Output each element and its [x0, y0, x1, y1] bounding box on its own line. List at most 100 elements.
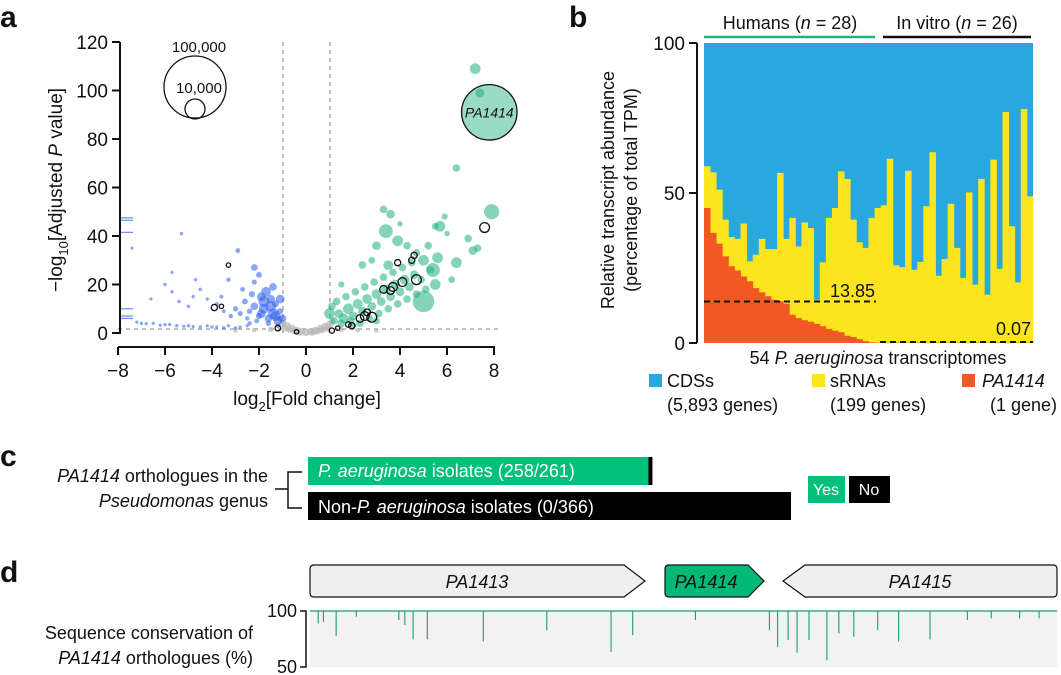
up-point — [475, 88, 485, 98]
srna-bar — [838, 171, 845, 343]
highlighted-point — [218, 303, 225, 310]
highlighted-point — [393, 258, 402, 267]
down-point — [168, 322, 172, 327]
legend-yes-swatch — [808, 476, 845, 503]
up-point — [362, 294, 373, 304]
down-point — [269, 283, 277, 291]
down-point — [254, 318, 260, 324]
b-x-label: 54 P. aeruginosa transcriptomes — [750, 348, 1007, 368]
srna-bar — [923, 206, 930, 343]
panel-a-letter: a — [0, 1, 17, 34]
down-point — [191, 294, 195, 299]
c-label-line2: Pseudomonas genus — [99, 491, 268, 511]
legend-yes: Yes — [813, 482, 839, 499]
up-point — [328, 302, 336, 311]
label-part: = 26) — [971, 13, 1018, 33]
ylabel-italic: P — [46, 144, 67, 157]
down-point — [222, 325, 226, 330]
legend-srna-name: sRNAs — [830, 371, 886, 391]
legend-pa1414-name: PA1414 — [982, 371, 1045, 391]
in-vitro-mean-label: 0.07 — [996, 319, 1031, 339]
up-point — [441, 213, 448, 220]
down-point — [251, 279, 257, 285]
down-point — [256, 309, 266, 318]
x-tick-label: −8 — [107, 361, 129, 382]
down-point — [186, 304, 191, 309]
down-point — [144, 322, 148, 326]
up-point — [398, 263, 407, 272]
size-legend-small-label: 10,000 — [176, 80, 222, 97]
srna-bar — [953, 247, 961, 343]
up-point — [376, 297, 386, 306]
size-legend-large-label: 100,000 — [172, 39, 226, 56]
srna-bar — [905, 170, 912, 343]
up-point — [324, 308, 335, 319]
c-bar1-label: P. aeruginosa isolates (258/261) — [318, 461, 575, 481]
x-tick-label: −4 — [201, 361, 223, 382]
down-point — [240, 286, 245, 292]
down-point — [149, 297, 153, 301]
up-point — [352, 298, 363, 309]
size-legend-large — [163, 55, 227, 119]
xlabel-part: [Fold change] — [266, 389, 381, 410]
highlighted-point — [410, 251, 418, 260]
srna-bar — [1008, 226, 1016, 343]
srna-bar — [801, 222, 808, 343]
up-point — [469, 63, 481, 75]
y-tick-label: 20 — [87, 276, 108, 297]
highlighted-point — [363, 308, 372, 317]
down-point — [175, 324, 179, 328]
srna-bar — [984, 294, 991, 343]
down-point — [163, 322, 167, 327]
down-point — [226, 277, 231, 282]
in-vitro-group-label: In vitro (n = 26) — [896, 13, 1018, 33]
down-point — [265, 320, 272, 327]
srna-bar — [819, 262, 827, 343]
pa1414-bar — [862, 341, 869, 343]
down-point — [245, 316, 250, 321]
srna-bar — [886, 158, 894, 343]
pa1414-bar — [734, 270, 741, 343]
srna-bar — [959, 277, 967, 343]
srna-bar — [1026, 196, 1034, 343]
humans-mean-label: 13.85 — [830, 281, 875, 301]
up-point — [464, 234, 472, 243]
d-y-label-line2: PA1414 orthologues (%) — [58, 648, 253, 668]
pa1414-point — [460, 83, 518, 141]
down-point — [270, 311, 281, 321]
up-point — [371, 289, 382, 300]
gene-pa1414-arrow — [664, 564, 765, 598]
pa1414-bar — [740, 276, 748, 343]
d-ytick-100: 100 — [267, 601, 297, 621]
up-point — [360, 283, 369, 291]
label-part: In vitro ( — [896, 13, 961, 33]
yes-bar — [308, 457, 649, 485]
down-point — [170, 270, 174, 274]
size-legend-small — [184, 98, 206, 120]
highlighted-point — [334, 325, 341, 331]
up-point — [342, 303, 354, 315]
up-point — [389, 268, 397, 277]
bars-layer — [704, 109, 1034, 343]
legend-no: No — [859, 482, 880, 499]
ylabel-part: −log — [46, 256, 67, 292]
down-point — [275, 294, 285, 304]
srna-bar — [1020, 109, 1028, 343]
pa1414-bar — [764, 296, 772, 343]
up-point — [444, 230, 450, 237]
y-tick-label: 60 — [87, 179, 108, 200]
b-y-label-line2: (percentage of total TPM) — [621, 88, 641, 292]
srna-bar — [807, 228, 815, 343]
up-point — [367, 301, 377, 311]
gene-pa1413-label: PA1413 — [446, 572, 509, 592]
legend-pa1414-detail: (1 gene) — [990, 395, 1057, 415]
pa1414-bar — [789, 314, 796, 343]
label-part: genus — [214, 491, 268, 511]
label-italic: P. aeruginosa — [318, 461, 427, 481]
ns-point — [319, 326, 326, 334]
down-point — [226, 324, 231, 328]
srna-bar — [978, 178, 985, 343]
x-tick-label: 8 — [489, 361, 500, 382]
ylabel-sub: 10 — [56, 241, 71, 255]
pa1414-bar — [807, 321, 815, 343]
